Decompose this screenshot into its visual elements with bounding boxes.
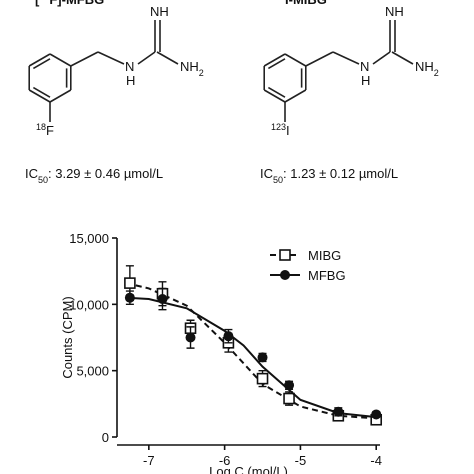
- bond: [263, 53, 286, 67]
- bond: [267, 86, 286, 98]
- structure: [28, 20, 179, 122]
- atom-label: N: [360, 59, 369, 74]
- text-part: NH: [415, 59, 434, 74]
- text-part: 2: [434, 68, 439, 78]
- fit-curve: [126, 296, 377, 419]
- bond: [284, 89, 307, 103]
- text-part: 18: [39, 0, 49, 1]
- text-part: IC: [25, 166, 38, 181]
- atom-label: NH: [150, 4, 169, 19]
- compound-label: [18F]-MFBG: [35, 0, 104, 7]
- x-tick-label: -4: [370, 453, 382, 468]
- data-point: [157, 294, 168, 305]
- data-point: [223, 331, 234, 342]
- atom-label: H: [126, 73, 135, 88]
- text-part: F]-MFBG: [49, 0, 104, 7]
- data-point: [124, 277, 136, 289]
- structure: [263, 20, 414, 122]
- bond: [156, 51, 179, 65]
- bond: [391, 51, 414, 65]
- text-part: 123: [270, 0, 285, 1]
- data-point: [185, 332, 196, 343]
- y-tick-label: 0: [102, 430, 109, 445]
- compound-label: 123I-MIBG: [270, 0, 327, 7]
- ic50-text: IC50: 1.23 ± 0.12 µmol/L: [260, 166, 398, 185]
- text-part: [: [35, 0, 40, 7]
- legend-marker: [279, 249, 291, 261]
- legend-marker: [280, 270, 290, 280]
- data-point: [256, 372, 269, 385]
- bond: [32, 58, 51, 70]
- data-point: [283, 392, 295, 405]
- text-part: NH: [180, 59, 199, 74]
- text-part: H: [126, 73, 135, 88]
- bond: [49, 53, 72, 67]
- atom-label: H: [361, 73, 370, 88]
- y-tick-label: 5,000: [76, 364, 109, 379]
- data-point: [257, 352, 268, 363]
- text-part: 2: [199, 68, 204, 78]
- bond: [70, 51, 99, 67]
- y-tick-label: 15,000: [69, 231, 109, 246]
- atom-label: 123I: [271, 122, 290, 138]
- text-part: 123: [271, 122, 286, 132]
- bond: [332, 51, 360, 65]
- x-tick-label: -7: [143, 453, 155, 468]
- atom-label: NH: [385, 4, 404, 19]
- legend-label: MIBG: [308, 248, 341, 263]
- bond: [49, 89, 72, 103]
- y-tick-label: 10,000: [69, 297, 109, 312]
- text-part: : 3.29 ± 0.46 µmol/L: [48, 166, 163, 181]
- text-part: NH: [150, 4, 169, 19]
- bond: [137, 51, 156, 65]
- atom-label: NH2: [180, 59, 204, 78]
- bond: [263, 89, 286, 103]
- text-part: 50: [273, 175, 283, 185]
- text-part: N: [360, 59, 369, 74]
- x-axis-label: Log C (mol/L): [209, 464, 288, 474]
- text-part: NH: [385, 4, 404, 19]
- bond: [28, 89, 51, 103]
- bond: [32, 86, 51, 98]
- fit-curve: [125, 282, 377, 420]
- bond: [28, 53, 51, 67]
- atom-label: NH2: [415, 59, 439, 78]
- text-part: I: [286, 123, 290, 138]
- bond: [97, 51, 125, 65]
- text-part: IC: [260, 166, 273, 181]
- data-point: [284, 380, 295, 391]
- text-part: N: [125, 59, 134, 74]
- atom-label: N: [125, 59, 134, 74]
- legend-label: MFBG: [308, 268, 346, 283]
- bond: [372, 51, 391, 65]
- text-part: F: [46, 123, 54, 138]
- data-point: [124, 292, 135, 303]
- x-tick-label: -5: [295, 453, 307, 468]
- atom-label: 18F: [36, 122, 54, 138]
- bond: [305, 51, 334, 67]
- text-part: 18: [36, 122, 46, 132]
- text-part: : 1.23 ± 0.12 µmol/L: [283, 166, 398, 181]
- y-axis-label: Counts (CPM): [60, 296, 75, 378]
- text-part: H: [361, 73, 370, 88]
- bond: [267, 58, 286, 70]
- text-part: I-MIBG: [285, 0, 327, 7]
- bond: [284, 53, 307, 67]
- data-point: [371, 409, 382, 420]
- text-part: 50: [38, 175, 48, 185]
- ic50-text: IC50: 3.29 ± 0.46 µmol/L: [25, 166, 163, 185]
- data-point: [333, 406, 344, 417]
- x-tick-label: -6: [219, 453, 231, 468]
